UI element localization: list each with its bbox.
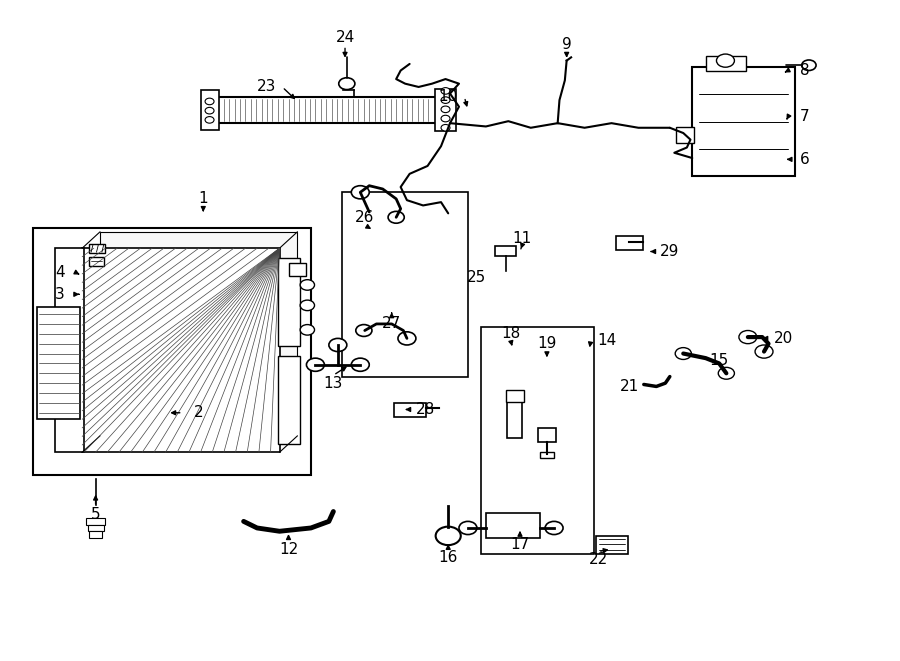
Circle shape [739,330,757,344]
Bar [32,229,310,475]
Text: 12: 12 [279,541,298,557]
Circle shape [301,280,314,290]
Circle shape [441,106,450,112]
Circle shape [802,60,816,71]
Text: 26: 26 [356,210,374,225]
Circle shape [441,115,450,122]
Circle shape [716,54,734,67]
Text: 28: 28 [416,402,436,417]
Circle shape [301,325,314,335]
Text: 6: 6 [799,152,809,167]
Bar [342,192,468,377]
Text: 29: 29 [660,244,680,259]
Circle shape [441,124,450,131]
Circle shape [718,368,734,379]
Text: 25: 25 [467,270,487,286]
Bar [37,307,80,419]
Text: 8: 8 [799,63,809,78]
Circle shape [205,116,214,123]
Bar [289,262,306,276]
Bar [596,536,627,555]
Bar [86,518,105,525]
Bar [89,245,105,253]
Bar [692,67,796,176]
Text: 16: 16 [438,550,458,565]
Circle shape [388,212,404,223]
Bar [89,531,102,538]
Bar [706,56,746,71]
Bar [82,249,280,452]
Text: 7: 7 [799,109,809,124]
Circle shape [441,88,450,95]
Circle shape [441,97,450,103]
Text: 13: 13 [324,375,343,391]
Bar [508,403,522,438]
Circle shape [356,325,372,336]
Bar [540,451,554,458]
Text: 22: 22 [589,552,608,567]
Bar [217,97,436,123]
Text: 15: 15 [709,352,729,368]
Text: 19: 19 [537,336,556,351]
Bar [394,403,426,417]
Text: 14: 14 [598,333,616,348]
Circle shape [351,358,369,371]
Bar [435,89,456,131]
Circle shape [301,300,314,311]
Text: 1: 1 [199,191,208,206]
Text: 21: 21 [620,379,639,394]
Circle shape [755,345,773,358]
Circle shape [459,522,477,535]
Text: 27: 27 [382,317,401,331]
Text: 11: 11 [512,231,531,246]
Circle shape [351,186,369,199]
Text: 20: 20 [774,331,794,346]
Circle shape [205,98,214,104]
Text: 10: 10 [438,89,458,104]
Circle shape [398,332,416,345]
Bar [100,232,298,436]
Bar [486,513,540,538]
Bar [278,356,301,444]
Text: 2: 2 [194,405,203,420]
Circle shape [338,78,355,90]
Bar [506,391,524,403]
Text: 18: 18 [501,327,520,341]
Bar [482,327,594,555]
Bar [495,246,517,256]
Bar [55,249,84,452]
Circle shape [545,522,563,535]
Circle shape [675,348,691,360]
Text: 24: 24 [336,30,355,45]
Text: 4: 4 [55,265,65,280]
Bar [676,127,694,143]
Bar [616,237,643,250]
Text: 9: 9 [562,36,572,52]
Text: 17: 17 [510,537,529,552]
Bar [538,428,556,442]
Text: 3: 3 [55,287,65,302]
Bar [278,258,301,346]
Circle shape [436,527,461,545]
Bar [201,91,219,130]
Bar [89,257,104,266]
Circle shape [306,358,324,371]
Text: 5: 5 [91,507,101,522]
Bar [87,525,104,531]
Text: 23: 23 [256,79,275,95]
Circle shape [328,338,346,352]
Circle shape [205,107,214,114]
